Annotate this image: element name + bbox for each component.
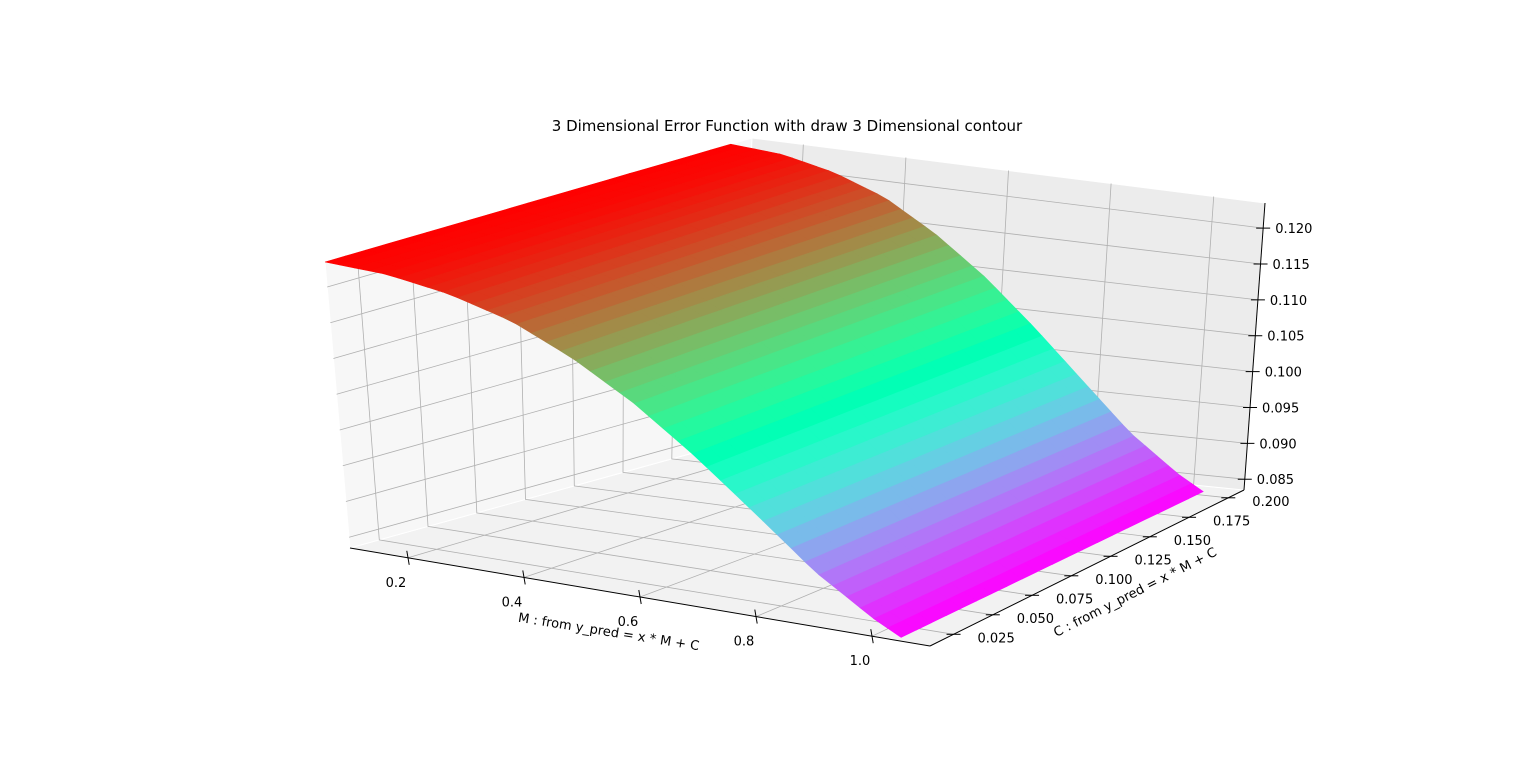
x-tick-label: 0.8 xyxy=(734,635,755,650)
z-tick-label: 0.120 xyxy=(1275,222,1312,237)
surface-patch xyxy=(886,620,917,638)
z-tick-label: 0.105 xyxy=(1267,330,1304,345)
x-tick-mark xyxy=(638,589,642,605)
z-tick-label: 0.095 xyxy=(1262,402,1299,417)
y-tick-label: 0.150 xyxy=(1174,534,1211,549)
x-axis-label: M : from y_pred = x * M + C xyxy=(517,611,700,654)
x-tick-label: 1.0 xyxy=(850,654,871,669)
y-tick-label: 0.125 xyxy=(1135,553,1172,568)
x-tick-mark xyxy=(522,570,526,585)
y-tick-label: 0.175 xyxy=(1213,514,1250,529)
chart-title: 3 Dimensional Error Function with draw 3… xyxy=(552,117,1023,135)
y-tick-label: 0.025 xyxy=(978,631,1015,646)
z-tick-label: 0.090 xyxy=(1259,437,1296,452)
grid-line-y xyxy=(356,252,954,635)
y-axis-line xyxy=(929,489,1245,647)
z-tick-label: 0.100 xyxy=(1265,366,1302,381)
z-tick-label: 0.115 xyxy=(1273,258,1310,273)
error-surface xyxy=(324,143,1204,638)
x-tick-mark xyxy=(754,609,758,624)
z-axis-line xyxy=(1243,202,1266,491)
y-tick-label: 0.050 xyxy=(1017,612,1054,627)
grid-line-y xyxy=(410,237,993,616)
z-tick-label: 0.085 xyxy=(1257,473,1294,488)
x-tick-label: 0.6 xyxy=(618,615,639,630)
x-tick-label: 0.2 xyxy=(386,576,407,591)
x-tick-mark xyxy=(870,629,874,644)
y-tick-label: 0.100 xyxy=(1095,573,1132,588)
y-tick-label: 0.075 xyxy=(1056,592,1093,607)
y-tick-label: 0.200 xyxy=(1252,495,1289,510)
x-tick-label: 0.4 xyxy=(502,595,523,610)
z-tick-label: 0.110 xyxy=(1270,294,1307,309)
x-tick-mark xyxy=(406,550,410,565)
axis-ticks: 0.20.40.60.81.00.0250.0500.0750.1000.125… xyxy=(386,222,1313,669)
